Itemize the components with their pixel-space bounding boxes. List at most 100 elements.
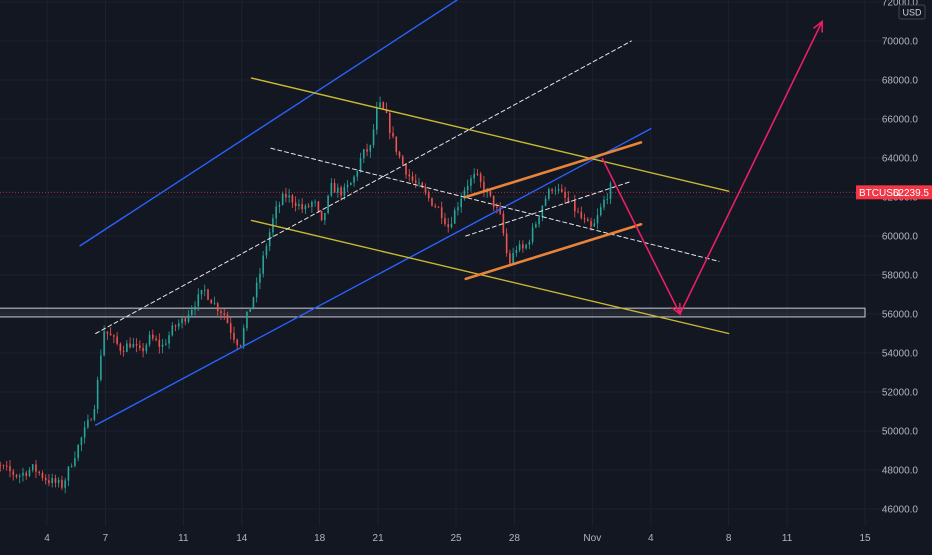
candle-body: [427, 192, 430, 199]
candle-body: [350, 182, 352, 185]
candle-body: [96, 379, 99, 409]
white-dashed-line[interactable]: [465, 180, 632, 237]
candle-body: [353, 176, 355, 183]
support-zone-rect[interactable]: [0, 307, 866, 318]
candle-body: [12, 471, 15, 475]
drawings[interactable]: [79, 0, 823, 426]
candle-body: [15, 474, 18, 477]
candle-body: [434, 205, 437, 207]
candle-body: [473, 173, 475, 179]
candle-body: [343, 187, 346, 196]
x-tick-label: 7: [103, 533, 109, 544]
x-tick-label: 4: [44, 533, 50, 544]
candle-body: [479, 174, 482, 182]
candle-body: [203, 289, 206, 291]
candle-body: [314, 201, 316, 203]
candle-body: [447, 224, 450, 228]
candle-body: [259, 273, 261, 283]
x-tick-label: Nov: [583, 533, 601, 544]
candle-body: [440, 207, 443, 219]
candle-body: [64, 480, 66, 488]
candle-body: [392, 132, 394, 137]
candle-body: [333, 182, 336, 193]
candle-body: [301, 204, 303, 210]
candle-body: [418, 182, 420, 184]
candle-body: [324, 212, 326, 221]
x-tick-label: 4: [648, 533, 654, 544]
candle-body: [61, 479, 63, 488]
blue-trend-line[interactable]: [79, 0, 544, 247]
yellow-trend-line[interactable]: [250, 77, 730, 192]
candle-body: [337, 187, 339, 193]
symbol-label: BTCUSD: [859, 188, 900, 199]
x-tick-label: 11: [782, 533, 793, 544]
candle-body: [113, 335, 115, 337]
candle-body: [2, 465, 5, 467]
candle-body: [18, 475, 21, 477]
candle-body: [139, 345, 141, 348]
candle-body: [538, 217, 540, 225]
candle-body: [379, 102, 381, 108]
candle-body: [22, 472, 24, 476]
currency-selector[interactable]: [898, 4, 926, 20]
candle-body: [161, 344, 164, 347]
candle-body: [398, 151, 401, 157]
last-price-tag: [856, 185, 932, 200]
candle-body: [181, 318, 183, 324]
currency-label: USD: [902, 8, 922, 18]
candle-body: [580, 211, 583, 219]
candle-body: [603, 199, 605, 208]
candle-body: [437, 206, 440, 208]
yellow-trend-line[interactable]: [250, 219, 730, 335]
candle-body: [285, 193, 287, 198]
candle-body: [375, 107, 378, 130]
y-tick-label: 48000.0: [882, 466, 919, 477]
candle-body: [311, 201, 313, 207]
candle-body: [596, 215, 599, 224]
candle-body: [44, 477, 47, 481]
candle-body: [583, 218, 586, 220]
y-tick-label: 64000.0: [882, 154, 919, 165]
candle-body: [590, 221, 592, 227]
candle-body: [492, 195, 495, 208]
blue-trend-line[interactable]: [94, 128, 652, 426]
candle-body: [145, 344, 148, 352]
candle-body: [275, 206, 277, 219]
candle-body: [327, 195, 329, 213]
candle-body: [152, 334, 154, 339]
candle-body: [574, 200, 576, 212]
orange-trend-line[interactable]: [464, 141, 643, 199]
candle-body: [216, 303, 219, 312]
candle-body: [135, 344, 138, 346]
candle-body: [126, 343, 128, 352]
support-zone[interactable]: [0, 191, 890, 318]
candle-body: [116, 336, 118, 344]
candle-body: [171, 325, 174, 336]
candle-body: [223, 313, 226, 315]
candle-body: [518, 244, 521, 251]
candle-body: [93, 408, 96, 420]
candle-body: [408, 174, 411, 177]
candle-body: [512, 253, 514, 264]
candle-body: [346, 184, 349, 188]
candle-body: [207, 289, 209, 300]
candle-body: [174, 325, 177, 327]
candle-body: [129, 343, 131, 348]
candle-body: [528, 241, 531, 245]
candle-body: [229, 323, 232, 333]
candle-body: [187, 314, 190, 322]
candle-body: [246, 311, 248, 329]
candle-body: [87, 419, 89, 428]
candle-body: [570, 200, 573, 202]
candle-body: [54, 478, 57, 483]
candle-body: [226, 314, 229, 324]
orange-trend-line[interactable]: [464, 223, 643, 281]
white-dashed-line[interactable]: [95, 40, 632, 334]
candle-body: [531, 227, 534, 242]
candle-body: [551, 189, 553, 192]
candle-body: [31, 464, 34, 470]
candle-body: [320, 210, 323, 221]
